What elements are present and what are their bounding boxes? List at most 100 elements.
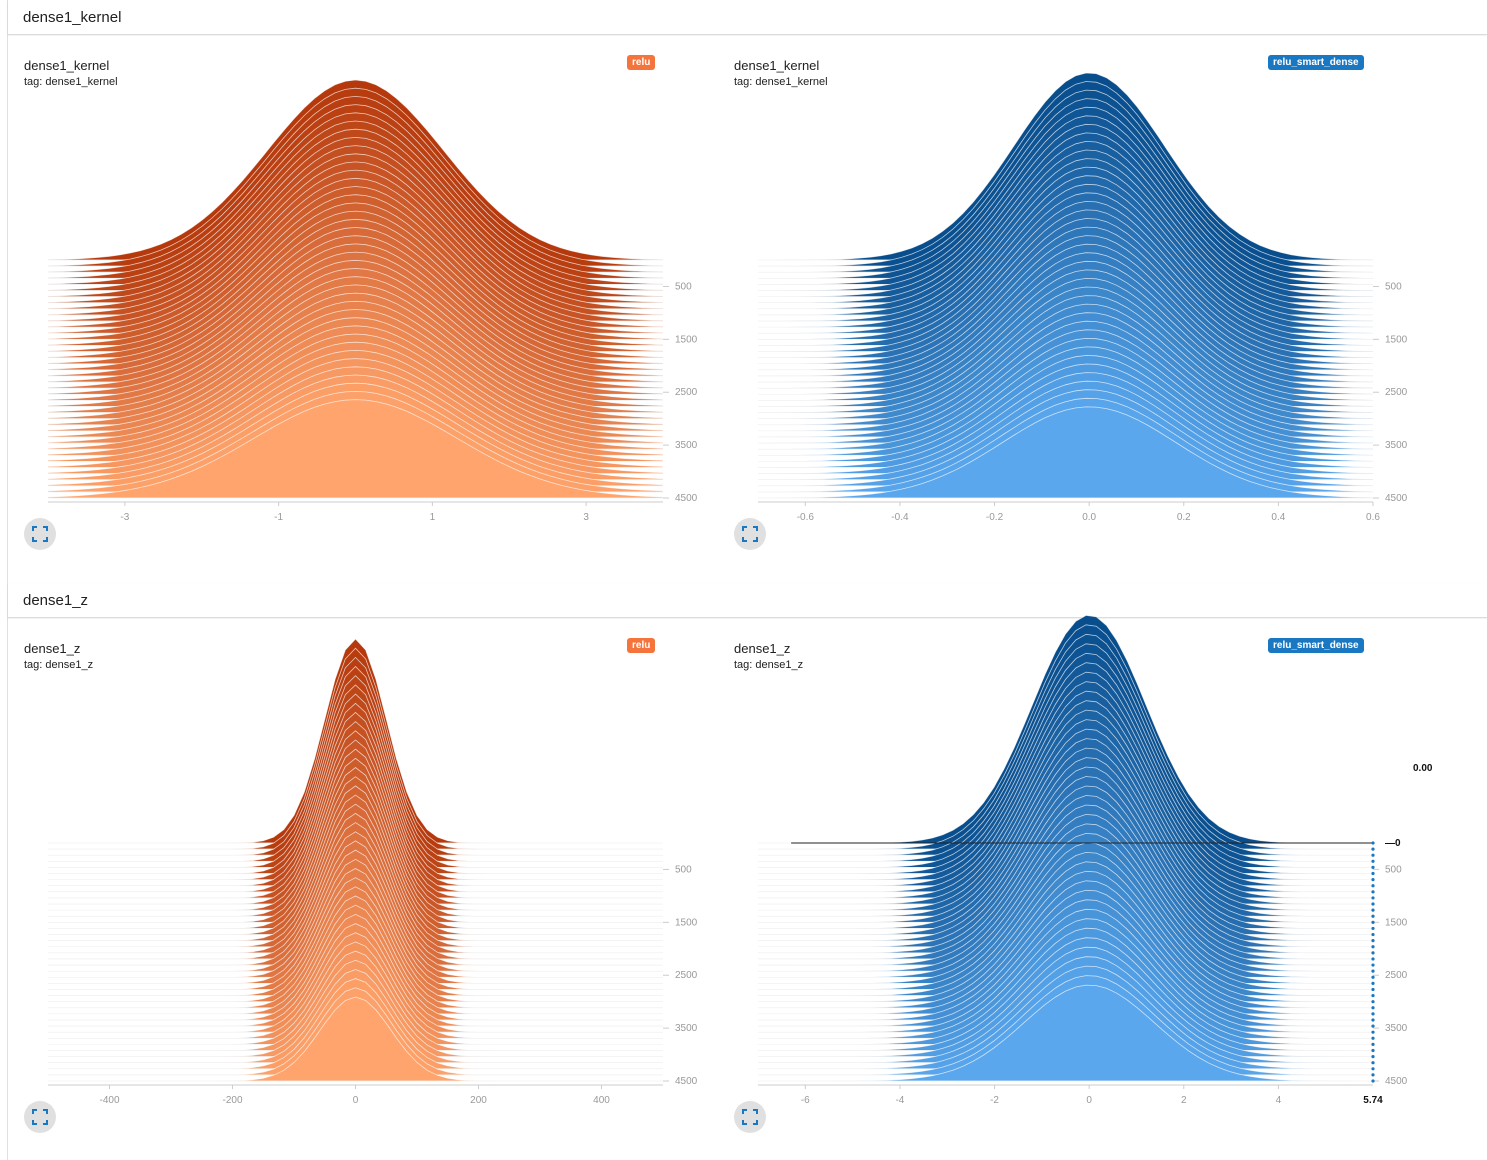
section-title: dense1_kernel (23, 9, 122, 26)
x-tick-label: 0 (1086, 1095, 1092, 1106)
x-tick-label: 0 (353, 1095, 359, 1106)
hover-dot (1371, 993, 1375, 998)
hover-dot (1371, 878, 1375, 882)
x-tick-label: 1 (430, 512, 436, 523)
hover-step-label: —0 (1385, 838, 1401, 849)
y-tick-label: 2500 (675, 970, 698, 981)
hover-x-label: 5.74 (1363, 1095, 1383, 1106)
hover-dot (1371, 975, 1375, 979)
hover-dot (1371, 865, 1375, 870)
hover-dot (1371, 1018, 1375, 1022)
run-badge: relu (627, 55, 656, 70)
x-tick-label: 400 (593, 1095, 610, 1106)
hover-dot (1371, 1024, 1375, 1028)
expand-button[interactable] (24, 518, 56, 550)
y-tick-label: 1500 (675, 917, 698, 928)
x-tick-label: -1 (274, 512, 283, 523)
hover-dot (1371, 871, 1375, 876)
section-title: dense1_z (23, 592, 89, 609)
hover-dot (1371, 859, 1375, 863)
expand-button[interactable] (734, 518, 766, 550)
hover-dot (1371, 908, 1375, 912)
run-badge: relu_smart_dense (1268, 638, 1364, 653)
hover-dot (1371, 1061, 1375, 1065)
y-tick-label: 3500 (675, 1023, 698, 1034)
hover-dot (1371, 902, 1375, 906)
hover-dot (1371, 932, 1375, 937)
section-body-dense1-z: dense1_z tag: dense1_z relu -400 -200 0 200… (8, 614, 1487, 1160)
fullscreen-icon (742, 1109, 758, 1125)
expand-button[interactable] (734, 1101, 766, 1133)
card-title: dense1_z (734, 641, 791, 656)
y-tick-label: 1500 (1385, 917, 1408, 928)
hover-dot (1371, 1012, 1375, 1016)
hover-dot (1371, 1079, 1375, 1083)
hover-dot (1371, 951, 1375, 955)
x-tick-label: -4 (895, 1095, 904, 1106)
x-tick-label: -0.4 (891, 512, 909, 523)
x-tick-label: -3 (120, 512, 129, 523)
hover-dot (1371, 1030, 1375, 1034)
y-tick-label: 500 (1385, 864, 1402, 875)
hover-dot (1371, 1073, 1375, 1077)
y-tick-label: 1500 (675, 334, 698, 345)
fullscreen-icon (32, 526, 48, 542)
ridgeline-slices (47, 638, 664, 1082)
card-tag: tag: dense1_kernel (734, 76, 828, 88)
histogram-card-relu-z: dense1_z tag: dense1_z relu -400 -200 0 200… (8, 627, 708, 1147)
section-header-dense1-kernel[interactable]: dense1_kernel (8, 0, 1487, 35)
y-tick-label: 500 (675, 281, 692, 292)
hover-dot (1371, 1042, 1375, 1046)
hover-dot (1371, 841, 1375, 845)
ridgeline-slices (47, 79, 664, 499)
histogram-card-smart-dense-z: dense1_z tag: dense1_z relu_smart_dense … (718, 614, 1433, 1147)
y-tick-label: 3500 (1385, 1023, 1408, 1034)
y-tick-label: 4500 (675, 493, 698, 504)
hover-dot (1371, 939, 1375, 943)
x-tick-label: 2 (1181, 1095, 1187, 1106)
hover-dot (1371, 963, 1375, 967)
x-tick-label: -2 (990, 1095, 999, 1106)
x-tick-label: -200 (222, 1095, 242, 1106)
x-tick-label: 0.4 (1271, 512, 1285, 523)
hover-dot (1371, 1067, 1375, 1071)
hover-dot (1371, 853, 1375, 857)
run-badge: relu_smart_dense (1268, 55, 1364, 70)
hover-dot (1371, 890, 1375, 894)
histogram-card-relu-kernel: dense1_kernel tag: dense1_kernel relu -3… (8, 44, 708, 564)
section-body-dense1-kernel: dense1_kernel tag: dense1_kernel relu -3… (8, 36, 1487, 582)
hover-dot (1371, 957, 1375, 961)
card-tag: tag: dense1_z (24, 659, 94, 671)
hover-dot (1371, 914, 1375, 918)
ridgeline-slices (757, 72, 1374, 499)
hover-dot (1371, 920, 1375, 924)
histogram-card-smart-dense-kernel: dense1_kernel tag: dense1_kernel relu_sm… (718, 44, 1418, 564)
y-tick-label: 500 (675, 864, 692, 875)
x-tick-label: 3 (583, 512, 589, 523)
section-header-dense1-z[interactable]: dense1_z (8, 583, 1487, 618)
x-tick-label: 4 (1276, 1095, 1282, 1106)
y-tick-label: 1500 (1385, 334, 1408, 345)
hover-dot (1371, 884, 1375, 888)
hover-dot (1371, 1000, 1375, 1004)
fullscreen-icon (32, 1109, 48, 1125)
y-tick-label: 2500 (675, 387, 698, 398)
histogram-chart[interactable]: -0.6 -0.4 -0.2 0.0 0.2 0.4 0.6 500 1500 2500 3500 4… (718, 44, 1418, 564)
hover-dot (1371, 981, 1375, 985)
hover-dot (1371, 1048, 1375, 1053)
y-tick-label: 500 (1385, 281, 1402, 292)
hover-dot (1371, 926, 1375, 931)
hover-dot (1371, 847, 1375, 851)
y-tick-label: 3500 (675, 440, 698, 451)
left-rule (7, 0, 8, 1160)
hover-dot (1371, 896, 1375, 900)
hover-value-label: 0.00 (1413, 763, 1433, 774)
expand-button[interactable] (24, 1101, 56, 1133)
y-tick-label: 2500 (1385, 970, 1408, 981)
hover-dot (1371, 969, 1375, 973)
y-tick-label: 3500 (1385, 440, 1408, 451)
card-title: dense1_z (24, 641, 81, 656)
histogram-chart[interactable]: -400 -200 0 200 400 500 1500 2500 3500 4500 (8, 627, 708, 1147)
